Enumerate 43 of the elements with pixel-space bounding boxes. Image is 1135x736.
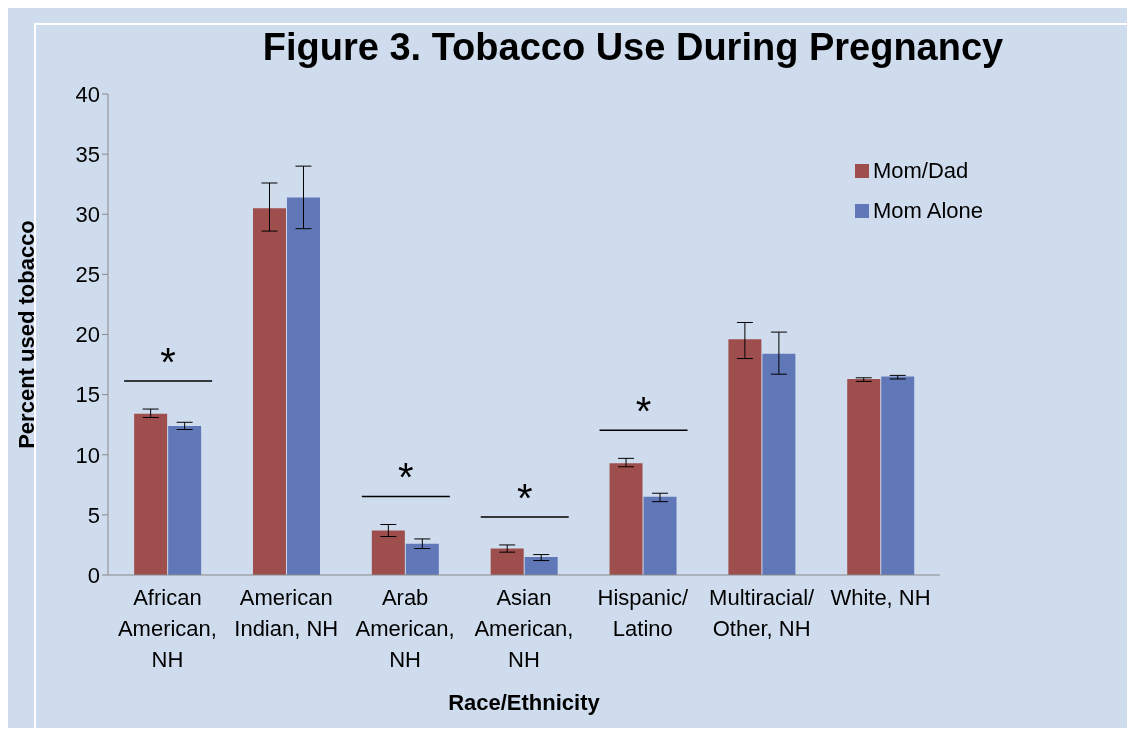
annotation: * (160, 340, 176, 385)
y-tick-label: 0 (87, 562, 100, 588)
bar (371, 530, 405, 575)
x-tick-label: Hispanic/Latino (597, 585, 689, 641)
significance-bracket: * (123, 340, 213, 385)
y-tick-label: 30 (75, 202, 100, 228)
x-axis-title: Race/Ethnicity (448, 690, 601, 715)
bar (762, 353, 796, 575)
legend-label: Mom Alone (872, 198, 983, 224)
x-tick-label: Arab American, NH (355, 585, 455, 672)
chart-title: Figure 3. Tobacco Use During Pregnancy (261, 26, 1005, 69)
legend-label: Mom/Dad (872, 158, 969, 184)
bar (134, 413, 168, 575)
annotation: * (516, 475, 533, 520)
y-tick-label: 25 (75, 262, 100, 288)
x-tick-label: American Indian, NH (234, 585, 339, 641)
significance-bracket: * (479, 475, 570, 520)
significance-bracket: * (361, 455, 451, 500)
y-tick-label: 35 (75, 141, 100, 167)
bar (490, 548, 524, 575)
x-tick-label: Multiracial/Other, NH (709, 585, 816, 641)
x-tick-label: African American, NH (117, 585, 217, 672)
bar (881, 376, 915, 575)
bar (168, 425, 202, 575)
y-tick-label: 10 (75, 442, 100, 468)
x-tick-label: Asian American, NH (474, 585, 574, 672)
bar (643, 496, 677, 575)
y-axis-title: Percent used tobacco (13, 220, 39, 449)
annotation: * (398, 455, 414, 500)
significance-bracket: * (598, 389, 689, 434)
bar (286, 197, 320, 575)
bar (405, 543, 439, 575)
bar (524, 556, 558, 575)
x-tick-label: White, NH (830, 585, 931, 610)
bar (252, 208, 286, 575)
y-tick-label: 40 (75, 81, 100, 107)
bar (847, 378, 881, 575)
bar (728, 339, 762, 575)
y-tick-label: 15 (75, 382, 100, 408)
y-tick-label: 5 (87, 502, 100, 528)
annotation: * (635, 389, 652, 434)
bar (609, 463, 643, 575)
y-tick-label: 20 (75, 322, 100, 348)
